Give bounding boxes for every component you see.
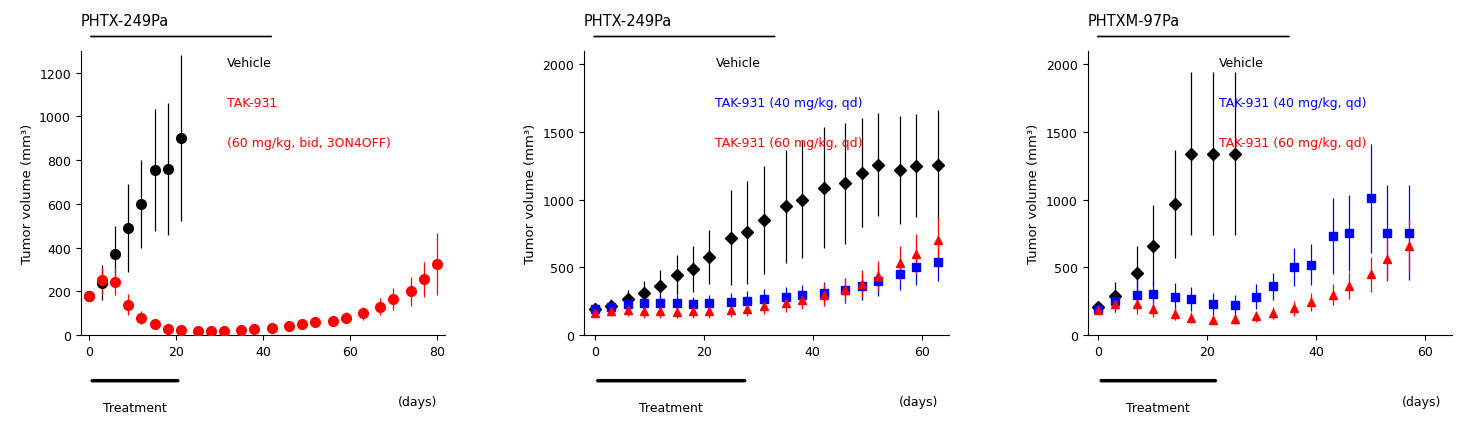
Text: Treatment: Treatment <box>103 401 167 414</box>
Y-axis label: Tumor volume (mm³): Tumor volume (mm³) <box>21 123 34 264</box>
Text: TAK-931 (40 mg/kg, qd): TAK-931 (40 mg/kg, qd) <box>716 97 863 110</box>
Text: PHTXM-97Pa: PHTXM-97Pa <box>1087 14 1179 29</box>
Text: (days): (days) <box>1402 395 1442 408</box>
Text: (60 mg/kg, bid, 3ON4OFF): (60 mg/kg, bid, 3ON4OFF) <box>226 137 390 150</box>
Y-axis label: Tumor volume (mm³): Tumor volume (mm³) <box>1027 123 1040 264</box>
Text: Treatment: Treatment <box>1127 401 1190 414</box>
Text: Treatment: Treatment <box>640 401 703 414</box>
Text: TAK-931 (60 mg/kg, qd): TAK-931 (60 mg/kg, qd) <box>716 137 863 150</box>
Text: TAK-931 (40 mg/kg, qd): TAK-931 (40 mg/kg, qd) <box>1219 97 1366 110</box>
Text: TAK-931 (60 mg/kg, qd): TAK-931 (60 mg/kg, qd) <box>1219 137 1366 150</box>
Text: PHTX-249Pa: PHTX-249Pa <box>81 14 169 29</box>
Text: (days): (days) <box>398 395 437 408</box>
Y-axis label: Tumor volume (mm³): Tumor volume (mm³) <box>524 123 537 264</box>
Text: PHTX-249Pa: PHTX-249Pa <box>584 14 672 29</box>
Text: (days): (days) <box>899 395 937 408</box>
Text: Vehicle: Vehicle <box>716 57 760 70</box>
Text: Vehicle: Vehicle <box>226 57 271 70</box>
Text: TAK-931: TAK-931 <box>226 97 277 110</box>
Text: Vehicle: Vehicle <box>1219 57 1263 70</box>
